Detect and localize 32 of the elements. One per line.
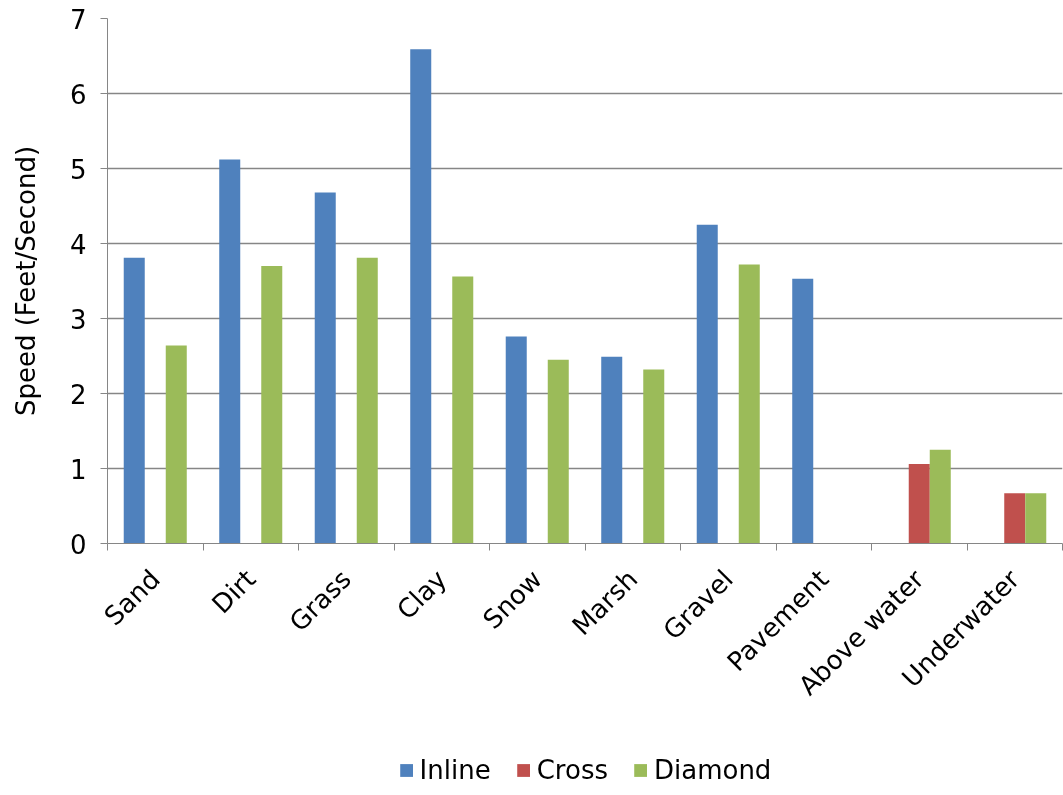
bar xyxy=(643,369,665,544)
y-axis-title: Speed (Feet/Second) xyxy=(10,145,41,417)
bar xyxy=(261,266,283,544)
bar xyxy=(696,224,718,544)
bar xyxy=(505,336,527,544)
x-tick-label: Dirt xyxy=(206,563,262,620)
y-tick-label: 2 xyxy=(69,379,87,410)
bar xyxy=(1025,493,1047,544)
bar xyxy=(908,464,930,544)
bar xyxy=(1004,493,1026,544)
bar xyxy=(792,278,814,544)
y-tick-label: 0 xyxy=(69,529,87,560)
bar xyxy=(123,257,145,544)
bar xyxy=(314,192,336,544)
bar xyxy=(738,264,760,544)
bar xyxy=(601,356,623,544)
y-tick-label: 6 xyxy=(69,79,87,110)
bar xyxy=(547,359,569,544)
bar xyxy=(452,276,474,544)
y-tick-label: 3 xyxy=(69,304,87,335)
bar xyxy=(410,49,432,544)
bar xyxy=(219,159,241,544)
legend-label: Cross xyxy=(536,755,608,785)
y-tick-label: 7 xyxy=(69,4,87,35)
y-tick-label: 1 xyxy=(69,454,87,485)
bar xyxy=(929,449,951,544)
bar xyxy=(165,345,187,544)
legend-label: Inline xyxy=(419,755,491,785)
y-tick-label: 4 xyxy=(69,229,87,260)
legend-label: Diamond xyxy=(653,755,772,785)
bar xyxy=(356,257,378,544)
y-tick-label: 5 xyxy=(69,154,87,185)
